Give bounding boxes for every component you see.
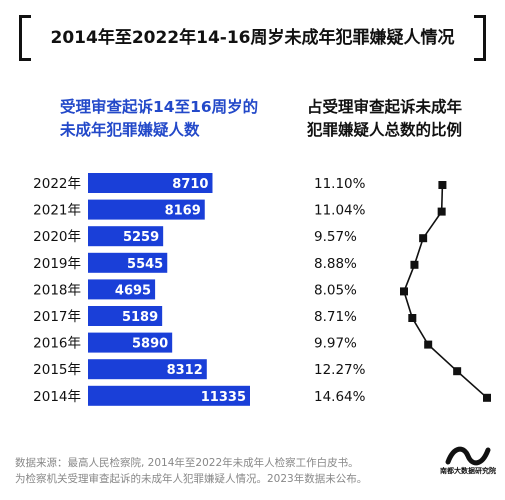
source-line-2: 为检察机关受理审查起诉的未成年人犯罪嫌疑人情况。2023年数据未公布。 <box>15 473 368 485</box>
bar-category-label: 2019年 <box>33 256 81 272</box>
bar <box>88 279 156 300</box>
bar-value-label: 8710 <box>172 177 208 192</box>
ratio-value-label: 11.10% <box>314 176 366 192</box>
bar-value-label: 5259 <box>123 230 159 245</box>
bar-category-label: 2017年 <box>33 309 81 325</box>
ratio-point <box>453 367 462 376</box>
title-frame: 2014年至2022年14-16周岁未成年犯罪嫌疑人情况 <box>19 15 486 61</box>
bar-header-line-1: 受理审查起诉14至16周岁的 <box>60 98 259 116</box>
ratio-point <box>438 181 447 189</box>
bar-value-label: 8169 <box>165 204 201 219</box>
bar-value-label: 8312 <box>167 363 203 378</box>
bar-value-label: 5890 <box>132 337 168 352</box>
bar-category-label: 2022年 <box>33 176 81 192</box>
line-chart-header: 占受理审查起诉未成年 犯罪嫌疑人总数的比例 <box>307 96 502 142</box>
bar-category-label: 2015年 <box>33 362 81 378</box>
bar <box>88 306 163 326</box>
ratio-value-label: 8.71% <box>314 309 357 325</box>
bar <box>88 226 164 247</box>
ratio-value-label: 8.88% <box>314 256 357 272</box>
ratio-point <box>437 207 446 216</box>
bar-category-label: 2020年 <box>33 229 81 245</box>
ratio-point <box>408 314 417 322</box>
brand-logo-text: 南都大数据研究院 <box>440 467 496 475</box>
bar-category-label: 2016年 <box>33 336 81 352</box>
ratio-point <box>410 260 419 269</box>
ratio-value-label: 9.57% <box>314 229 357 245</box>
chart-title: 2014年至2022年14-16周岁未成年犯罪嫌疑人情况 <box>50 28 455 48</box>
ratio-value-label: 11.04% <box>314 203 366 219</box>
bar-value-label: 4695 <box>115 283 151 298</box>
ratio-value-label: 14.64% <box>314 389 366 405</box>
source-line-1: 数据来源：最高人民检察院, 2014年至2022年未成年人检察工作白皮书。 <box>15 457 359 469</box>
bar-header-line-2: 未成年犯罪嫌疑人数 <box>60 121 200 139</box>
ratio-point <box>400 287 408 296</box>
brand-logo-icon <box>445 446 491 466</box>
bar <box>88 199 205 220</box>
ratio-line <box>403 184 488 399</box>
ratio-point <box>424 340 433 349</box>
ratio-point <box>483 393 491 402</box>
bar <box>88 173 213 193</box>
title-bracket-right <box>474 15 486 61</box>
bar-value-label: 11335 <box>201 390 246 405</box>
ratio-value-label: 12.27% <box>314 362 366 378</box>
bar-category-label: 2014年 <box>33 389 81 405</box>
bar-category-label: 2018年 <box>33 282 81 298</box>
title-bracket-left <box>19 15 31 61</box>
bar <box>88 359 207 380</box>
bar-category-label: 2021年 <box>33 203 81 219</box>
ratio-value-label: 9.97% <box>314 336 357 352</box>
source-note: 数据来源：最高人民检察院, 2014年至2022年未成年人检察工作白皮书。 为检… <box>15 455 435 487</box>
line-header-line-1: 占受理审查起诉未成年 <box>307 98 463 116</box>
ratio-value-label: 8.05% <box>314 282 357 298</box>
line-header-line-2: 犯罪嫌疑人总数的比例 <box>307 121 463 139</box>
bar-value-label: 5545 <box>127 257 163 272</box>
bar <box>88 252 168 273</box>
bar-value-label: 5189 <box>122 310 158 325</box>
bar <box>88 332 173 353</box>
bar <box>88 385 250 406</box>
ratio-point <box>419 234 428 243</box>
bar-chart-header: 受理审查起诉14至16周岁的 未成年犯罪嫌疑人数 <box>60 96 290 142</box>
